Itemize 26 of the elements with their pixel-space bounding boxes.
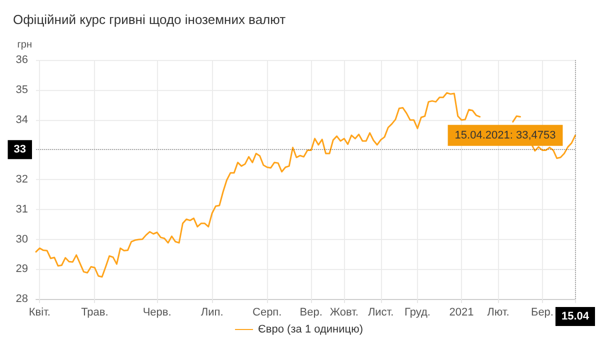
x-tick-label: Квіт. — [28, 306, 50, 318]
x-tick-label: Трав. — [81, 306, 108, 318]
x-tick-label: 15.04 — [561, 310, 590, 322]
y-tick-label: 35 — [16, 84, 28, 96]
x-tick-label: Груд. — [404, 306, 430, 318]
x-tick-label: 2021 — [449, 306, 474, 318]
ref-line-label: 33 — [14, 144, 26, 156]
y-tick-label: 34 — [16, 114, 28, 126]
y-tick-label: 36 — [16, 54, 28, 66]
y-tick-label: 29 — [16, 263, 28, 276]
x-tick-label: Лют. — [487, 306, 510, 318]
chart-title: Офіційний курс гривні щодо іноземних валют — [13, 12, 286, 27]
x-tick-label: Серп. — [252, 306, 282, 318]
x-tick-label: Бер. — [530, 306, 554, 318]
x-tick-label: Лип. — [200, 306, 224, 318]
y-tick-label: 30 — [16, 233, 28, 246]
y-tick-label: 28 — [16, 293, 28, 305]
annotation: 15.04.2021: 33,4753 — [454, 129, 556, 142]
x-tick-label: Лист. — [368, 306, 394, 318]
x-tick-label: Жовт. — [330, 306, 358, 318]
x-tick-label: Черв. — [142, 306, 172, 318]
legend-label: Євро (за 1 одиницю) — [258, 324, 363, 336]
y-tick-label: 32 — [16, 174, 28, 186]
y-axis-title: грн — [17, 40, 32, 50]
y-tick-label: 31 — [16, 203, 28, 216]
x-tick-label: Вер. — [300, 306, 322, 318]
